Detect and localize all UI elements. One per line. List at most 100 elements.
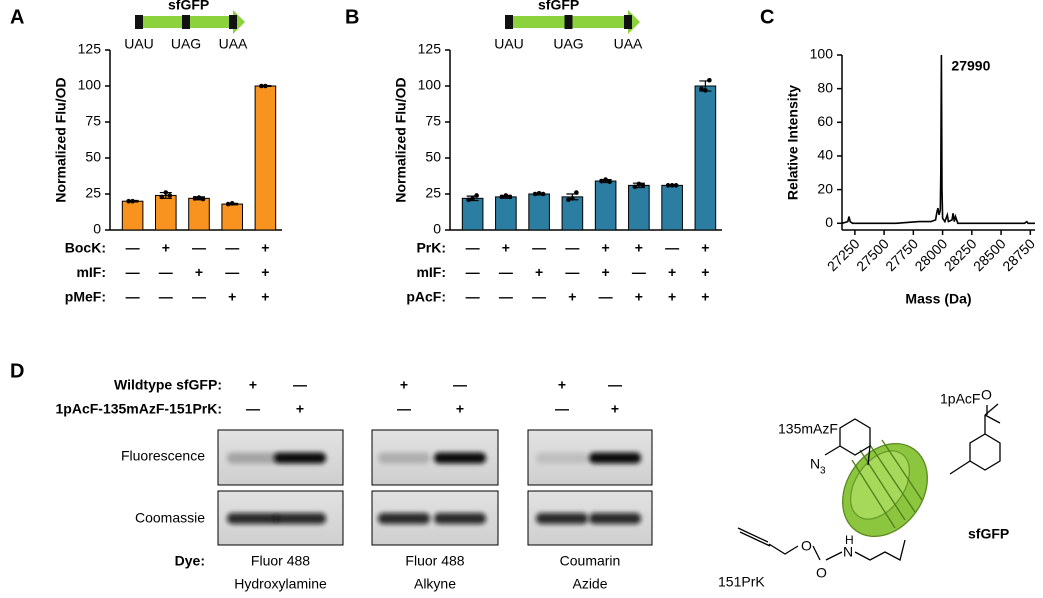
bar — [461, 197, 484, 231]
bar — [594, 180, 617, 231]
gel-band — [378, 513, 430, 524]
condition-label: PrK: — [416, 240, 446, 256]
annotation: 27990 — [951, 58, 990, 74]
data-point — [707, 77, 712, 83]
condition-mark: + — [602, 264, 610, 280]
data-point — [503, 193, 509, 198]
atom: H — [845, 533, 854, 547]
y-tick-label: 125 — [78, 41, 102, 57]
data-point — [536, 190, 542, 196]
panel-label: A — [10, 6, 24, 28]
bar — [661, 184, 683, 231]
data-point — [192, 196, 198, 201]
condition-mark: — — [499, 264, 513, 280]
bar — [528, 193, 550, 231]
condition-mark: — — [225, 240, 239, 256]
condition-mark: + — [162, 240, 170, 256]
y-tick-label: 50 — [425, 149, 441, 165]
y-tick-label: 100 — [418, 77, 442, 93]
data-point — [566, 197, 571, 203]
gel-band — [589, 452, 641, 464]
gel-band — [434, 513, 486, 524]
data-point — [263, 83, 268, 89]
condition-mark: — — [499, 289, 513, 305]
condition-mark: + — [701, 289, 709, 305]
condition-mark: + — [602, 240, 610, 256]
bond — [737, 527, 906, 561]
x-axis-label: Mass (Da) — [905, 291, 971, 307]
condition-mark: — — [159, 289, 173, 305]
x-tick-label: 28750 — [999, 235, 1038, 274]
lane-mark: + — [558, 377, 566, 393]
dye-name: Hydroxylamine — [234, 576, 327, 592]
gel-band — [536, 513, 588, 524]
spectrum-line — [841, 54, 1035, 225]
lane-mark: + — [249, 377, 257, 393]
gene-label: sfGFP — [538, 0, 579, 13]
y-axis-label: Normalized Flu/OD — [393, 77, 409, 202]
y-tick-label: 125 — [418, 41, 442, 57]
condition-mark: + — [635, 240, 643, 256]
codon-block — [229, 15, 237, 29]
data-point — [126, 198, 131, 204]
codon-label: UAA — [614, 36, 643, 52]
codon-label: UAG — [553, 36, 583, 52]
protein — [842, 439, 928, 538]
atom: N — [810, 456, 820, 472]
condition-mark: — — [599, 289, 613, 305]
condition-mark: — — [225, 264, 239, 280]
dye-label: Dye: — [175, 553, 205, 569]
y-axis-label: Relative Intensity — [785, 85, 801, 200]
data-point — [632, 184, 638, 190]
data-point — [259, 83, 264, 89]
codon-label: UAU — [494, 36, 524, 52]
data-point — [200, 196, 206, 202]
gene-label: sfGFP — [168, 0, 209, 13]
structure-label: 135mAzF — [778, 421, 838, 437]
bar — [495, 196, 517, 231]
condition-mark: + — [195, 264, 203, 280]
data-point — [640, 183, 646, 188]
x-tick-label: 27500 — [853, 235, 892, 274]
structure-label: sfGFP — [968, 526, 1009, 542]
atom: O — [801, 538, 812, 554]
condition-mark: — — [565, 240, 579, 256]
x-tick-label: 27250 — [824, 235, 863, 274]
data-point — [570, 196, 575, 201]
structure-label: 151PrK — [718, 574, 765, 590]
bar — [121, 200, 144, 231]
codon-label: UAG — [171, 36, 201, 52]
condition-mark: — — [126, 264, 140, 280]
condition-mark: — — [466, 264, 480, 280]
condition-mark: + — [701, 264, 709, 280]
condition-label: BocK: — [65, 240, 106, 256]
lane-mark: — — [453, 377, 467, 393]
data-point — [474, 193, 479, 198]
data-point — [599, 178, 604, 184]
condition-mark: — — [126, 240, 140, 256]
dye-name: Coumarin — [560, 553, 621, 569]
condition-mark: — — [466, 289, 480, 305]
condition-label: mIF: — [76, 264, 106, 280]
data-point — [507, 194, 513, 200]
data-point — [665, 183, 671, 188]
data-point — [669, 183, 675, 188]
y-tick-label: 60 — [817, 113, 833, 129]
lane-mark: + — [400, 377, 408, 393]
codon-block — [505, 15, 513, 29]
data-point — [540, 191, 546, 197]
gels: + — — + Fluor 488 Hydroxylamine + — — + Fluor 488 A… — [217, 377, 653, 592]
data-point — [229, 201, 235, 206]
x-tick-label: 28500 — [970, 235, 1009, 274]
condition-mark: + — [668, 264, 676, 280]
bar — [561, 196, 584, 231]
dye-name: Fluor 488 — [251, 553, 310, 569]
gel-band — [227, 452, 279, 464]
bond — [824, 445, 871, 466]
y-tick-label: 75 — [85, 113, 101, 129]
lane-mark: — — [246, 401, 260, 417]
condition-mark: + — [261, 264, 269, 280]
data-point — [532, 191, 538, 197]
codon-block — [182, 15, 190, 29]
